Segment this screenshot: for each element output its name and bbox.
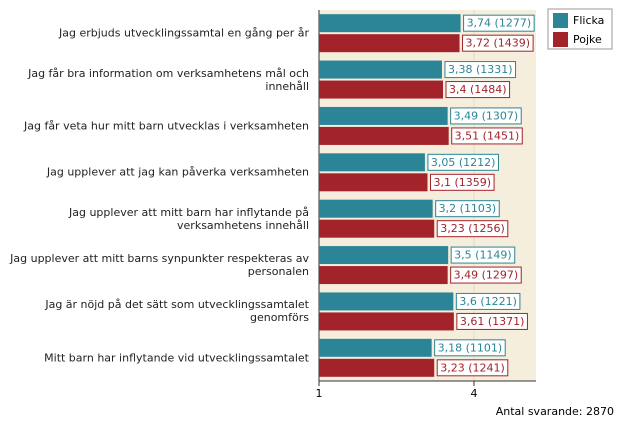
value-label-box — [463, 14, 535, 32]
value-label: 3,74 (1277) — [463, 14, 535, 32]
value-label: 3,5 (1149) — [450, 246, 516, 264]
value-label: 3,4 (1484) — [445, 81, 511, 99]
value-label-text: 3,2 (1103) — [439, 202, 497, 215]
y-tick-label: Mitt barn har inflytande vid utvecklings… — [44, 351, 309, 365]
value-label-box — [455, 292, 521, 310]
value-label-box — [436, 359, 509, 377]
y-tick-label: Jag upplever att mitt barn har inflytand… — [69, 205, 309, 232]
y-tick-label: Jag upplever att jag kan påverka verksam… — [46, 165, 309, 179]
value-label-box — [451, 127, 523, 145]
bar — [319, 219, 435, 238]
x-tick-label: 4 — [471, 387, 478, 400]
value-label-text: 3,51 (1451) — [455, 129, 520, 142]
legend-box — [547, 8, 613, 50]
legend-label: Pojke — [573, 33, 602, 46]
value-label-box — [445, 81, 511, 99]
bar — [319, 199, 433, 218]
value-label-text: 3,38 (1331) — [448, 63, 513, 76]
value-label-box — [427, 153, 499, 171]
value-label: 3,6 (1221) — [455, 292, 521, 310]
value-label-box — [444, 61, 517, 79]
value-label-box — [434, 339, 506, 357]
value-label-box — [450, 266, 522, 284]
value-label-box — [436, 220, 509, 238]
value-label-box — [450, 246, 516, 264]
value-label: 3,61 (1371) — [456, 312, 528, 330]
value-label: 3,23 (1256) — [436, 220, 509, 238]
value-label: 3,05 (1212) — [427, 153, 499, 171]
value-label: 3,72 (1439) — [462, 34, 534, 52]
value-label-box — [450, 107, 522, 125]
bar — [319, 338, 432, 357]
bar — [319, 106, 448, 125]
bar — [319, 292, 454, 311]
value-label: 3,18 (1101) — [434, 339, 506, 357]
value-label-text: 3,49 (1307) — [454, 109, 519, 122]
bar — [319, 358, 435, 377]
value-label-box — [462, 34, 534, 52]
value-label-text: 3,05 (1212) — [431, 156, 496, 169]
value-label: 3,49 (1307) — [450, 107, 522, 125]
value-label-box — [435, 200, 500, 218]
value-label-text: 3,74 (1277) — [467, 17, 532, 30]
y-tick-label: Jag är nöjd på det sätt som utvecklingss… — [45, 298, 309, 325]
value-label: 3,49 (1297) — [450, 266, 522, 284]
value-label-text: 3,49 (1297) — [454, 269, 519, 282]
legend-swatch — [553, 13, 568, 28]
value-label-box — [430, 173, 495, 191]
bar — [319, 312, 454, 331]
legend-label: Flicka — [573, 14, 604, 27]
value-label: 3,38 (1331) — [444, 61, 517, 79]
value-label-box — [456, 312, 528, 330]
value-label-text: 3,61 (1371) — [460, 315, 525, 328]
y-tick-label: Jag upplever att mitt barns synpunkter r… — [10, 252, 309, 279]
value-label: 3,51 (1451) — [451, 127, 523, 145]
value-label-text: 3,6 (1221) — [459, 295, 517, 308]
bar — [319, 153, 425, 172]
value-label-text: 3,1 (1359) — [434, 176, 492, 189]
value-label-text: 3,23 (1241) — [440, 361, 505, 374]
value-label-text: 3,4 (1484) — [449, 83, 507, 96]
bar — [319, 60, 442, 79]
value-label-text: 3,72 (1439) — [466, 37, 531, 50]
value-label-text: 3,23 (1256) — [440, 222, 505, 235]
value-label: 3,2 (1103) — [435, 200, 500, 218]
bar — [319, 246, 449, 265]
y-tick-label: Jag får veta hur mitt barn utvecklas i v… — [23, 119, 309, 133]
y-tick-label: Jag erbjuds utvecklingssamtal en gång pe… — [59, 26, 309, 40]
bar — [319, 34, 460, 53]
value-label: 3,23 (1241) — [436, 359, 509, 377]
bar — [319, 266, 448, 285]
legend-swatch — [553, 32, 568, 47]
x-tick-label: 1 — [316, 387, 323, 400]
annotation: Antal svarande: 2870 — [496, 405, 614, 418]
bar — [319, 173, 428, 192]
bar — [319, 126, 449, 145]
bar — [319, 80, 443, 99]
value-label-text: 3,5 (1149) — [454, 249, 512, 262]
value-label: 3,1 (1359) — [430, 173, 495, 191]
bar — [319, 14, 461, 33]
value-label-text: 3,18 (1101) — [438, 341, 503, 354]
y-tick-label: Jag får bra information om verksamhetens… — [28, 66, 309, 93]
